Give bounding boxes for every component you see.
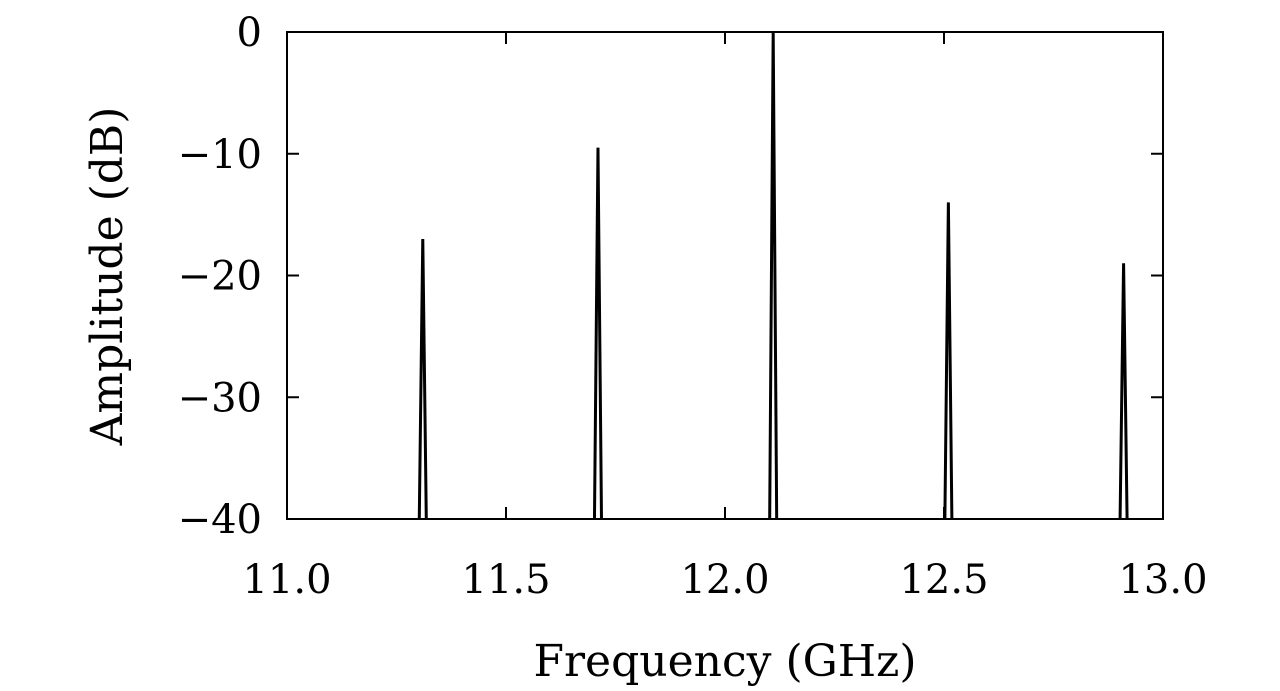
x-tick-label: 13.0 bbox=[1118, 557, 1207, 603]
spectrum-peak bbox=[1118, 263, 1129, 520]
spectrum-peak bbox=[768, 31, 779, 520]
y-tick-label: −30 bbox=[178, 375, 262, 421]
y-tick-label: −40 bbox=[178, 497, 262, 543]
series-group bbox=[417, 31, 1129, 520]
y-tick-label: −10 bbox=[178, 132, 262, 178]
x-tick-label: 12.0 bbox=[680, 557, 769, 603]
x-axis-title: Frequency (GHz) bbox=[533, 636, 916, 687]
y-axis-title: Amplitude (dB) bbox=[82, 107, 133, 447]
spectrum-peak bbox=[943, 202, 954, 520]
x-tick-label: 12.5 bbox=[899, 557, 988, 603]
x-tick-labels: 11.0 11.5 12.0 12.5 13.0 bbox=[242, 557, 1207, 603]
x-tick-label: 11.5 bbox=[461, 557, 550, 603]
axis-ticks bbox=[286, 31, 1164, 520]
y-tick-label: 0 bbox=[237, 10, 262, 56]
spectrum-peak bbox=[417, 238, 428, 520]
x-tick-label: 11.0 bbox=[242, 557, 331, 603]
y-tick-label: −20 bbox=[178, 254, 262, 300]
spectrum-peak bbox=[592, 147, 603, 520]
y-tick-labels: 0 −10 −20 −30 −40 bbox=[178, 10, 262, 543]
plot-frame bbox=[286, 31, 1164, 520]
